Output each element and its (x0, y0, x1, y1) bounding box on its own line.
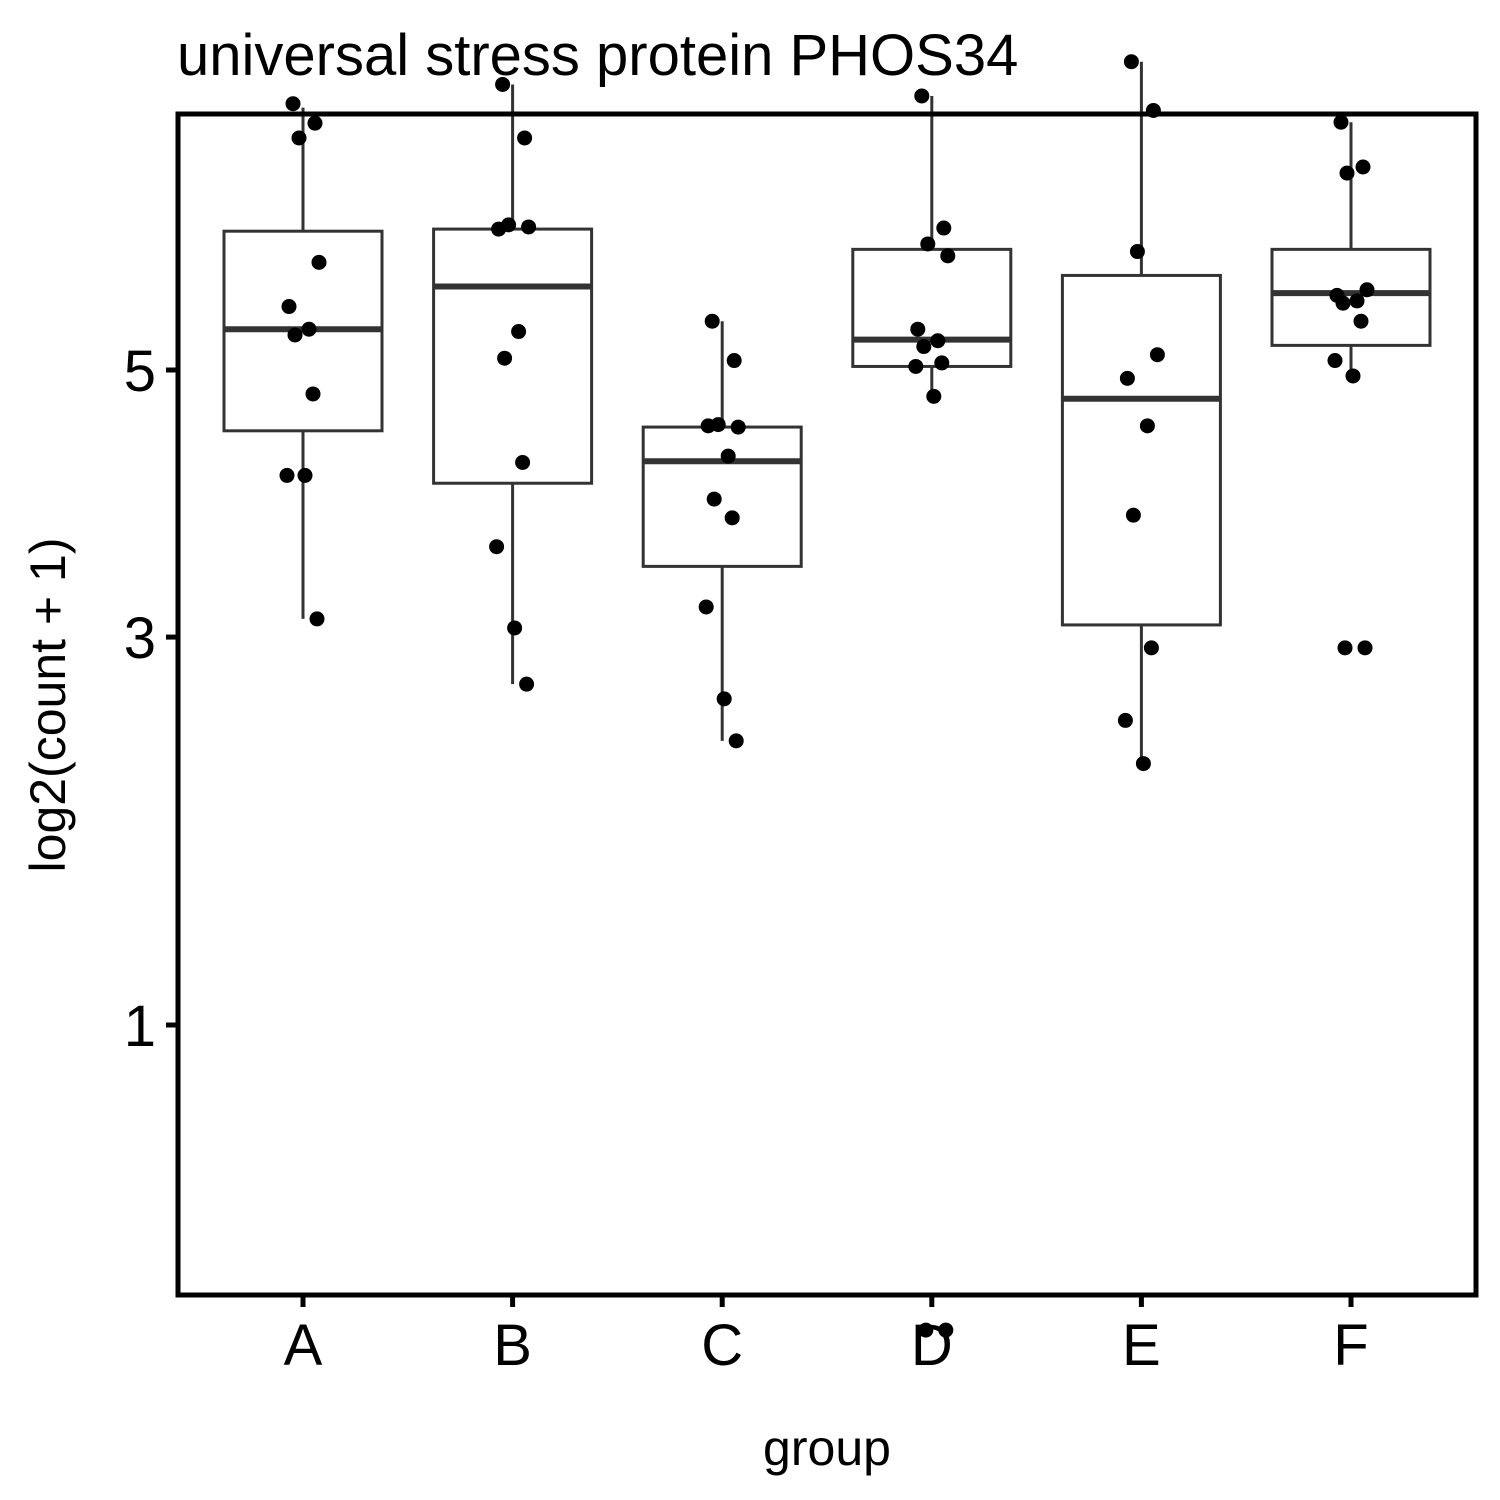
data-point-b (495, 76, 511, 92)
data-point-b (521, 219, 537, 235)
data-point-e (1143, 640, 1159, 656)
data-point-d (938, 1322, 954, 1338)
data-point-c (728, 733, 744, 749)
data-point-a (291, 130, 307, 146)
data-point-e (1119, 370, 1135, 386)
data-point-a (279, 467, 295, 483)
x-tick-label-f: F (1333, 1313, 1368, 1378)
x-tick-label-a: A (284, 1313, 323, 1378)
data-point-e (1123, 54, 1139, 70)
data-point-c (698, 599, 714, 615)
data-point-d (908, 358, 924, 374)
data-point-a (281, 299, 297, 315)
data-point-b (517, 130, 533, 146)
data-point-d (934, 355, 950, 371)
data-point-b (519, 676, 535, 692)
data-point-a (287, 327, 303, 343)
data-point-f (1335, 295, 1351, 311)
data-point-a (309, 611, 325, 627)
data-point-b (489, 539, 505, 555)
data-point-a (297, 467, 313, 483)
data-point-b (507, 620, 523, 636)
data-point-f (1355, 159, 1371, 175)
data-point-c (704, 313, 720, 329)
chart-title: universal stress protein PHOS34 (177, 23, 1018, 88)
data-point-e (1139, 418, 1155, 434)
x-tick-label-d: D (911, 1313, 953, 1378)
data-point-b (497, 350, 513, 366)
y-tick-label-3: 3 (124, 606, 156, 671)
data-point-c (716, 691, 732, 707)
data-point-d (920, 236, 936, 252)
data-point-c (730, 419, 746, 435)
data-point-e (1135, 756, 1151, 772)
data-point-a (307, 115, 323, 131)
data-point-f (1333, 114, 1349, 130)
data-point-a (305, 386, 321, 402)
x-tick-label-c: C (701, 1313, 743, 1378)
box-d (851, 247, 1013, 368)
box-e (1060, 273, 1222, 627)
data-point-a (311, 254, 327, 270)
data-point-d (926, 388, 942, 404)
data-point-f (1339, 165, 1355, 181)
data-point-f (1345, 368, 1361, 384)
data-point-d (940, 248, 956, 264)
y-tick-label-5: 5 (124, 339, 156, 404)
x-axis: A B C D E F (284, 1295, 1369, 1378)
data-point-d (936, 220, 952, 236)
data-point-c (706, 491, 722, 507)
y-tick-label-1: 1 (124, 994, 156, 1059)
data-point-f (1357, 640, 1373, 656)
box-b (432, 227, 594, 485)
data-point-c (724, 510, 740, 526)
data-point-b (491, 221, 507, 237)
data-point-f (1349, 293, 1365, 309)
plot-area (222, 54, 1432, 1338)
data-point-c (726, 353, 742, 369)
data-point-d (914, 88, 930, 104)
data-point-d (916, 339, 932, 355)
data-point-e (1129, 244, 1145, 260)
y-axis-title: log2(count + 1) (20, 538, 76, 873)
data-point-a (301, 321, 317, 337)
x-axis-title: group (763, 1420, 891, 1476)
data-point-c (700, 418, 716, 434)
data-point-c (720, 448, 736, 464)
x-tick-label-b: B (493, 1313, 532, 1378)
data-point-d (910, 321, 926, 337)
data-point-b (515, 454, 531, 470)
data-point-d (918, 1322, 934, 1338)
data-point-e (1149, 347, 1165, 363)
y-axis: 1 3 5 (124, 339, 178, 1059)
x-tick-label-e: E (1122, 1313, 1161, 1378)
panel-border (175, 111, 1479, 1298)
data-point-e (1117, 712, 1133, 728)
data-point-b (511, 324, 527, 340)
box-c (641, 425, 803, 568)
data-point-f (1327, 353, 1343, 369)
data-point-f (1337, 640, 1353, 656)
data-point-a (285, 96, 301, 112)
data-point-f (1353, 313, 1369, 329)
data-point-f (1359, 282, 1375, 298)
data-point-e (1125, 507, 1141, 523)
data-point-d (930, 333, 946, 349)
